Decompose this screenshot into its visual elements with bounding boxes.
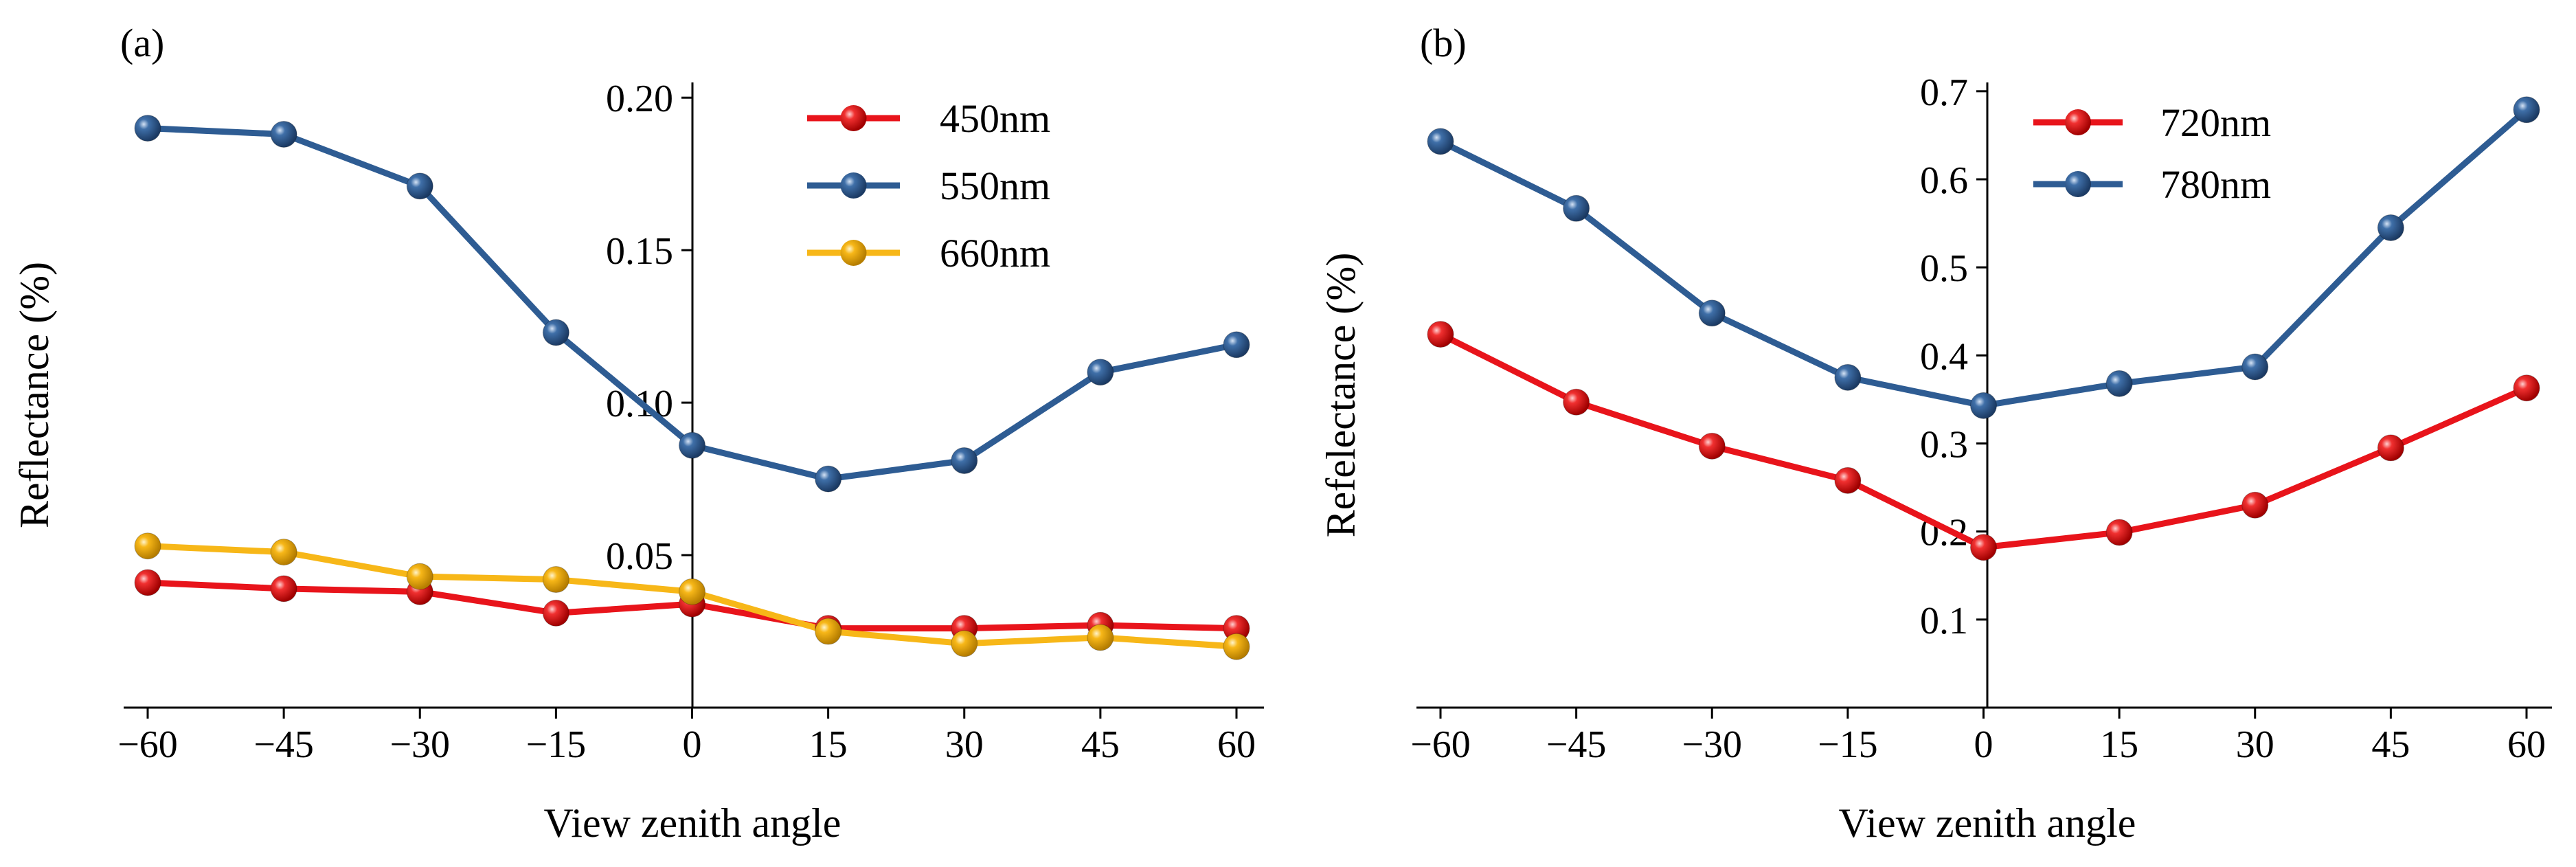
x-tick-label: 0: [683, 723, 702, 766]
x-tick-label: −60: [1410, 723, 1471, 766]
data-point-720nm: [2513, 374, 2540, 402]
data-point-550nm: [1223, 331, 1250, 359]
data-point-450nm: [542, 599, 569, 627]
legend-label-720nm: 720nm: [2160, 100, 2271, 145]
x-tick-label: −45: [253, 723, 314, 766]
data-point-660nm: [679, 578, 705, 605]
data-point-780nm: [1427, 128, 1454, 155]
y-tick-label: 0.4: [1920, 335, 1968, 378]
y-tick-label: 0.3: [1920, 423, 1968, 466]
legend-a: 450nm 550nm 660nm: [807, 96, 1050, 275]
data-point-450nm: [134, 569, 161, 596]
series-group-a: [134, 115, 1250, 660]
data-point-780nm: [1834, 363, 1862, 391]
x-tick-label: −15: [1818, 723, 1878, 766]
y-axis-title-b: Refelectance (%): [1318, 253, 1364, 538]
data-point-780nm: [1970, 392, 1997, 419]
legend-marker-660nm: [840, 240, 867, 266]
data-point-720nm: [1834, 466, 1862, 494]
y-tick-label: 0.7: [1920, 71, 1968, 114]
x-tick-label: 0: [1974, 723, 1993, 766]
data-point-720nm: [1698, 432, 1726, 460]
legend-label-780nm: 780nm: [2160, 162, 2271, 207]
data-point-780nm: [2105, 370, 2133, 397]
x-ticks-a: −60 −45 −30 −15 0 15 30 45 60: [117, 708, 1256, 766]
data-point-660nm: [1087, 624, 1114, 651]
legend-marker-550nm: [840, 172, 867, 199]
x-tick-label: 60: [1217, 723, 1256, 766]
data-point-720nm: [1563, 388, 1590, 416]
legend-label-550nm: 550nm: [940, 164, 1050, 208]
data-point-660nm: [406, 563, 433, 590]
x-tick-label: 60: [2507, 723, 2546, 766]
data-point-780nm: [2377, 214, 2404, 241]
data-point-660nm: [270, 539, 297, 566]
x-tick-label: −30: [389, 723, 450, 766]
data-point-550nm: [679, 431, 705, 459]
data-point-720nm: [2241, 491, 2269, 519]
x-ticks-b: −60 −45 −30 −15 0 15 30 45 60: [1410, 708, 2546, 766]
data-point-780nm: [1563, 194, 1590, 222]
data-point-450nm: [270, 575, 297, 603]
y-ticks-a: 0.050.100.150.20: [606, 78, 692, 578]
legend-marker-720nm: [2065, 109, 2091, 135]
data-point-720nm: [2105, 519, 2133, 546]
series-line-720nm: [1437, 331, 2530, 551]
x-tick-label: 15: [2100, 723, 2138, 766]
data-point-550nm: [134, 115, 161, 142]
panel-label-a: (a): [120, 21, 164, 65]
legend-b: 720nm 780nm: [2033, 100, 2271, 207]
data-point-660nm: [134, 532, 161, 560]
x-tick-label: 15: [809, 723, 848, 766]
data-point-550nm: [406, 172, 433, 200]
y-tick-label: 0.6: [1920, 159, 1968, 202]
x-tick-label: −45: [1546, 723, 1607, 766]
legend-label-450nm: 450nm: [940, 96, 1050, 141]
x-axis-title-a: View zenith angle: [544, 800, 841, 846]
data-point-780nm: [1698, 300, 1726, 327]
x-tick-label: 45: [1081, 723, 1120, 766]
panel-b: (b) −60 −45 −30 −15 0 15 30 45 60 0.10.20.30.40.…: [1318, 21, 2552, 846]
panel-a: (a) −60 −45 −30 −15 0 15 30 45 60 0.050.100.150.…: [12, 21, 1264, 846]
x-tick-label: −30: [1682, 723, 1742, 766]
data-point-720nm: [1427, 321, 1454, 348]
data-point-660nm: [951, 630, 978, 657]
panel-label-b: (b): [1420, 21, 1467, 65]
series-group-b: [1427, 96, 2540, 561]
y-tick-label: 0.05: [606, 535, 673, 578]
legend-marker-780nm: [2065, 171, 2091, 197]
data-point-660nm: [542, 566, 569, 594]
data-point-720nm: [2377, 434, 2404, 462]
data-point-550nm: [815, 465, 842, 493]
x-tick-label: 30: [2236, 723, 2274, 766]
x-tick-label: −60: [117, 723, 178, 766]
series-line-780nm: [1437, 106, 2530, 409]
x-tick-label: 45: [2371, 723, 2410, 766]
legend-marker-450nm: [840, 105, 867, 131]
x-axis-title-b: View zenith angle: [1839, 800, 2136, 846]
x-tick-label: 30: [945, 723, 984, 766]
y-tick-label: 0.5: [1920, 247, 1968, 290]
legend-label-660nm: 660nm: [940, 231, 1050, 275]
y-axis-title-a: Reflectance (%): [12, 262, 57, 528]
data-point-550nm: [542, 319, 569, 346]
y-tick-label: 0.1: [1920, 600, 1968, 642]
data-point-780nm: [2513, 96, 2540, 124]
x-tick-label: −15: [526, 723, 587, 766]
y-tick-label: 0.20: [606, 78, 673, 120]
data-point-660nm: [815, 618, 842, 645]
data-point-780nm: [2241, 353, 2269, 381]
data-point-720nm: [1970, 534, 1997, 561]
data-point-550nm: [1087, 359, 1114, 386]
data-point-660nm: [1223, 633, 1250, 660]
y-tick-label: 0.15: [606, 230, 673, 273]
data-point-550nm: [270, 120, 297, 148]
data-point-550nm: [951, 447, 978, 474]
